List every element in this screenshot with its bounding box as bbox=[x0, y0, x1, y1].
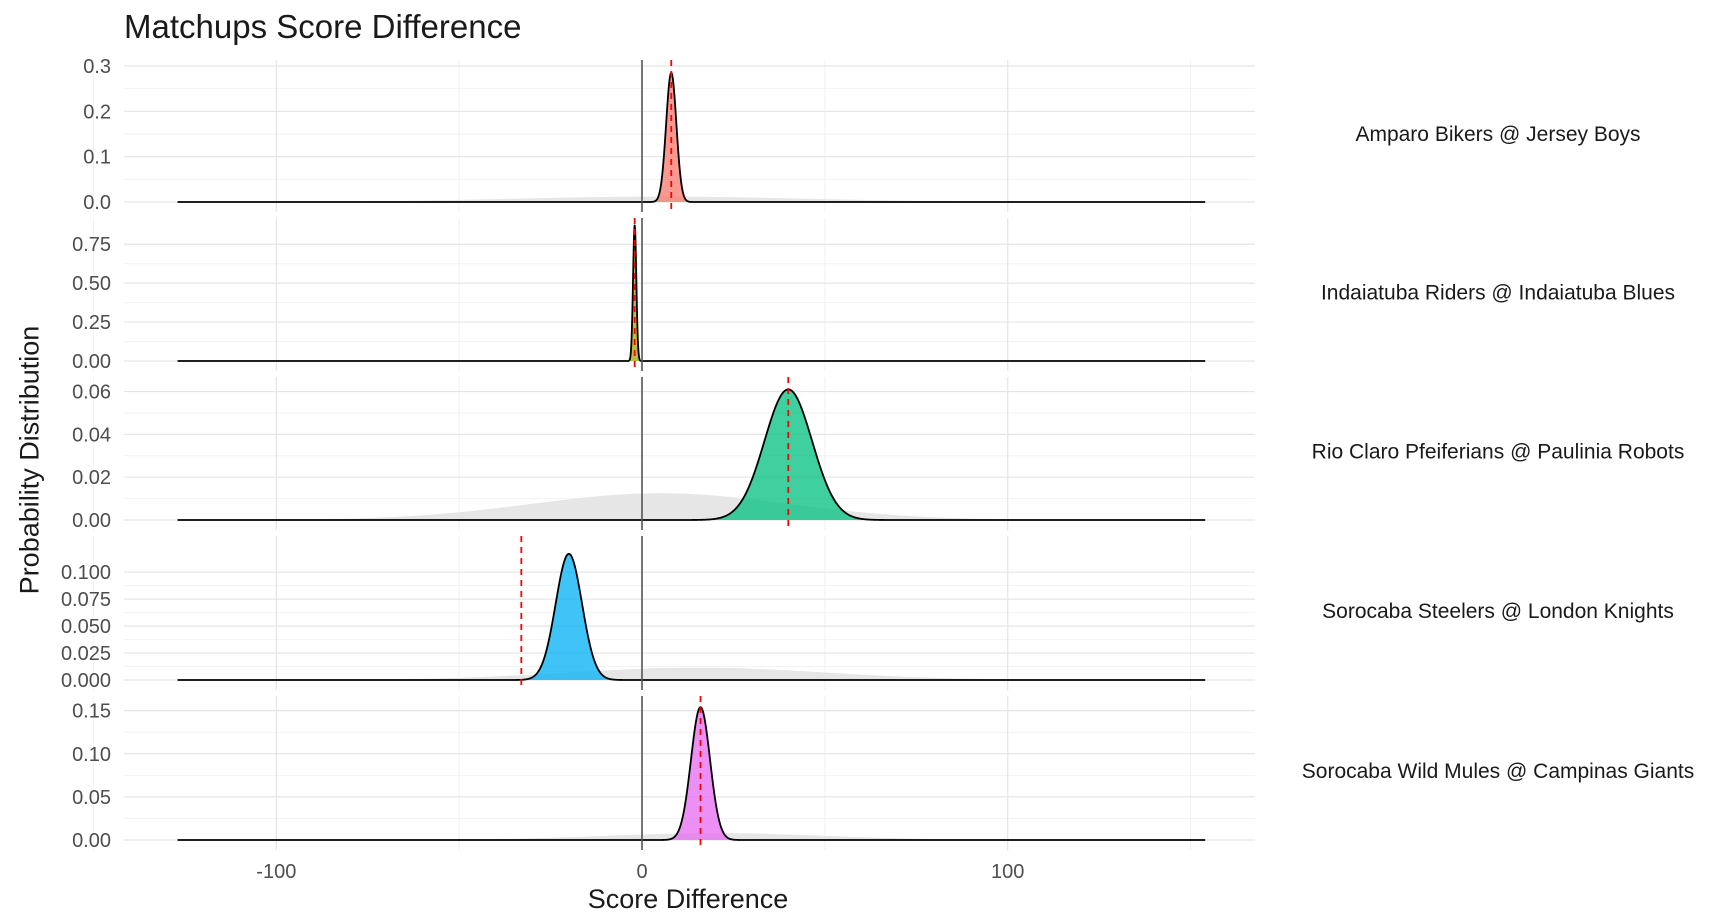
y-tick-label: 0.025 bbox=[61, 643, 111, 665]
y-tick-label: 0.04 bbox=[72, 424, 111, 446]
background-density-area bbox=[177, 667, 1206, 680]
y-tick-label: 0.00 bbox=[72, 830, 111, 852]
facet-label: Sorocaba Steelers @ London Knights bbox=[1322, 600, 1674, 623]
density-area bbox=[626, 225, 643, 361]
x-tick-label: -100 bbox=[256, 861, 296, 883]
facet-label: Sorocaba Wild Mules @ Campinas Giants bbox=[1302, 760, 1694, 783]
background-density-area bbox=[177, 493, 1206, 520]
y-tick-label: 0.75 bbox=[72, 234, 111, 256]
y-tick-label: 0.10 bbox=[72, 744, 111, 766]
y-tick-label: 0.05 bbox=[72, 787, 111, 809]
y-tick-label: 0.050 bbox=[61, 616, 111, 638]
y-tick-label: 0.02 bbox=[72, 467, 111, 489]
facet-label: Indaiatuba Riders @ Indaiatuba Blues bbox=[1321, 282, 1675, 305]
y-tick-label: 0.00 bbox=[72, 351, 111, 373]
facet-label: Amparo Bikers @ Jersey Boys bbox=[1355, 123, 1640, 146]
y-tick-label: 0.000 bbox=[61, 670, 111, 692]
x-axis-label: Score Difference bbox=[587, 884, 789, 914]
density-outline bbox=[177, 552, 1206, 681]
facet-label: Rio Claro Pfeiferians @ Paulinia Robots bbox=[1312, 441, 1685, 464]
y-tick-label: 0.1 bbox=[83, 147, 111, 169]
y-tick-label: 0.0 bbox=[83, 192, 111, 214]
density-area bbox=[503, 553, 635, 680]
y-tick-label: 0.3 bbox=[83, 56, 111, 78]
x-tick-label: 0 bbox=[636, 861, 647, 883]
y-tick-label: 0.100 bbox=[61, 562, 111, 584]
y-tick-label: 0.06 bbox=[72, 382, 111, 404]
y-tick-label: 0.15 bbox=[72, 701, 111, 723]
y-tick-label: 0.2 bbox=[83, 101, 111, 123]
density-outline bbox=[177, 71, 1206, 203]
x-tick-label: 100 bbox=[991, 861, 1024, 883]
y-tick-label: 0.075 bbox=[61, 589, 111, 611]
background-density-area bbox=[177, 196, 1206, 202]
y-tick-label: 0.25 bbox=[72, 312, 111, 334]
density-outline bbox=[177, 224, 1206, 362]
y-tick-label: 0.50 bbox=[72, 273, 111, 295]
chart-title: Matchups Score Difference bbox=[124, 8, 522, 45]
y-tick-label: 0.00 bbox=[72, 510, 111, 532]
